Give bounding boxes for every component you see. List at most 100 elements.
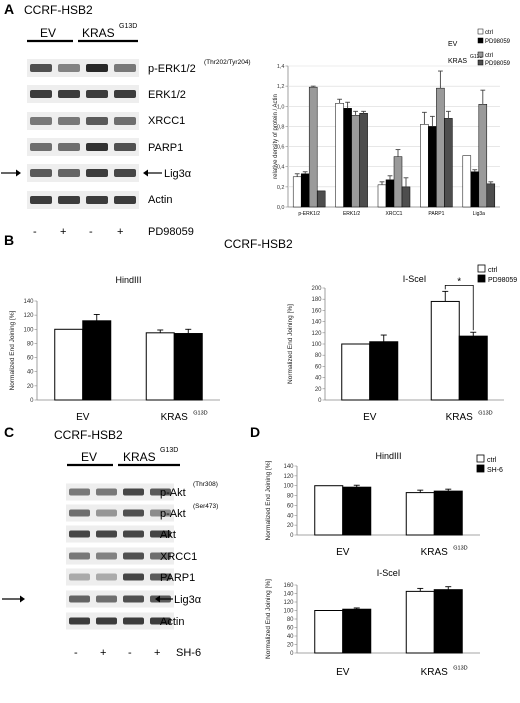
bar bbox=[369, 341, 399, 401]
blot-band bbox=[96, 617, 117, 625]
blot-band bbox=[123, 509, 144, 517]
x-tick-label: XRCC1 bbox=[386, 211, 403, 217]
y-tick-label: 1,4 bbox=[277, 64, 285, 70]
blot-band bbox=[123, 530, 144, 538]
blot-strip bbox=[27, 138, 139, 156]
panel-a-group-ev: EV bbox=[40, 26, 56, 40]
y-tick-label: 0,4 bbox=[277, 165, 285, 171]
bar bbox=[433, 589, 463, 654]
bar bbox=[405, 590, 435, 654]
lig3-arrow-right-icon bbox=[143, 169, 162, 177]
blot-band bbox=[69, 530, 90, 538]
legend-swatch bbox=[477, 274, 486, 283]
legend-entry: ctrl bbox=[488, 267, 498, 274]
significance-marker: * bbox=[457, 276, 461, 287]
x-tick-label: KRAS bbox=[446, 412, 474, 423]
blot-label-xrcc1: XRCC1 bbox=[148, 115, 185, 127]
blot-band bbox=[150, 488, 171, 496]
lig3-arrow-right-icon bbox=[155, 595, 173, 603]
x-tick-label-sup: G13D bbox=[453, 666, 467, 672]
chart-a-density: 0,0 0,2 0,4 0,6 0,8 1,0 1,2 1,4 relative density… bbox=[273, 28, 511, 217]
bar bbox=[385, 179, 395, 208]
bar bbox=[444, 118, 453, 208]
panel-c-sign-4: + bbox=[154, 647, 160, 659]
bar bbox=[458, 335, 488, 401]
panel-c-sign-3: - bbox=[128, 647, 132, 659]
blot-band bbox=[58, 169, 80, 177]
blot-band bbox=[96, 509, 117, 517]
y-tick-label: 80 bbox=[287, 617, 294, 623]
x-tick-label: PARP1 bbox=[428, 211, 444, 217]
y-tick-label: 120 bbox=[283, 474, 294, 480]
blot-band bbox=[30, 90, 52, 98]
panel-a-group-kras: KRAS bbox=[82, 26, 115, 40]
panel-b-cell-line: CCRF-HSB2 bbox=[224, 237, 293, 251]
chart-title: HindIII bbox=[115, 275, 141, 285]
blot-band bbox=[86, 169, 108, 177]
blot-band bbox=[86, 90, 108, 98]
blot-band bbox=[150, 552, 171, 560]
x-tick-label: KRAS bbox=[161, 412, 189, 423]
legend-group-title: EV bbox=[448, 41, 458, 48]
blot-band bbox=[58, 196, 80, 204]
y-axis-label: Normalized End Joining [%] bbox=[265, 579, 272, 659]
legend-swatch bbox=[477, 51, 484, 58]
legend-entry: SH-6 bbox=[487, 467, 503, 474]
y-tick-label: 60 bbox=[287, 626, 294, 632]
bar bbox=[335, 103, 344, 208]
x-tick-label: p-ERK1/2 bbox=[298, 211, 320, 217]
blot-label-perk-sup: (Thr202/Tyr204) bbox=[204, 59, 251, 66]
blot-band bbox=[86, 143, 108, 151]
panel-c-cell-line: CCRF-HSB2 bbox=[54, 428, 123, 442]
y-tick-label: 20 bbox=[287, 523, 294, 529]
y-tick-label: 80 bbox=[287, 494, 294, 500]
chart-title: HindIII bbox=[375, 451, 401, 461]
blot-band bbox=[58, 117, 80, 125]
y-axis-label: Normalized End Joining [%] bbox=[265, 460, 272, 540]
blot-strip bbox=[66, 568, 174, 586]
x-tick-label-sup: G13D bbox=[453, 546, 467, 552]
panel-a-treatment: PD98059 bbox=[148, 226, 194, 238]
blot-band bbox=[114, 117, 136, 125]
blot-band bbox=[58, 64, 80, 72]
chart-d-hindiii: 0 20 40 60 80 100 120 140 Normalized End Joining… bbox=[265, 451, 503, 558]
significance-bracket bbox=[444, 284, 474, 331]
legend-group-title: KRAS bbox=[448, 58, 467, 65]
panel-a-sign-3: - bbox=[89, 226, 93, 238]
lig3-arrow-left-icon bbox=[2, 595, 25, 603]
panel-c-group-ev: EV bbox=[81, 450, 97, 464]
y-tick-label: 120 bbox=[23, 313, 34, 319]
y-tick-label: 60 bbox=[27, 356, 34, 362]
y-tick-label: 60 bbox=[315, 364, 322, 370]
blot-label-pakt-ser-sup: (Ser473) bbox=[193, 503, 218, 510]
panel-c-treatment: SH-6 bbox=[176, 647, 201, 659]
bar bbox=[82, 320, 112, 401]
panel-a-cell-line: CCRF-HSB2 bbox=[24, 3, 93, 17]
panel-c-group-kras-sup: G13D bbox=[160, 447, 178, 454]
panel-c-group-kras: KRAS bbox=[123, 450, 156, 464]
blot-band bbox=[30, 169, 52, 177]
blot-strip bbox=[66, 547, 174, 565]
blot-strip bbox=[66, 504, 174, 522]
blot-band bbox=[114, 196, 136, 204]
chart-d-i-scei: 0 20 40 60 80 100 120 140 160 Normalized End Join… bbox=[265, 568, 480, 678]
y-tick-label: 0,8 bbox=[277, 124, 285, 130]
y-tick-label: 40 bbox=[315, 376, 322, 382]
blot-strip bbox=[66, 612, 174, 630]
bar bbox=[308, 86, 318, 208]
bar bbox=[478, 104, 488, 208]
blot-band bbox=[69, 573, 90, 581]
blot-label-lig3: Lig3α bbox=[174, 594, 202, 606]
x-tick-label: EV bbox=[336, 547, 350, 558]
blot-band bbox=[96, 595, 117, 603]
chart-b-hindiii: 0 20 40 60 80 100 120 140 Normalized End Joining… bbox=[9, 275, 220, 423]
bar bbox=[420, 124, 429, 208]
legend-swatch bbox=[477, 59, 484, 66]
panel-a-sign-4: + bbox=[117, 226, 123, 238]
x-tick-label: EV bbox=[336, 667, 350, 678]
blot-label-perk: p-ERK1/2 bbox=[148, 63, 196, 75]
y-tick-label: 140 bbox=[23, 299, 34, 305]
bar bbox=[433, 490, 463, 536]
bar bbox=[401, 186, 411, 208]
